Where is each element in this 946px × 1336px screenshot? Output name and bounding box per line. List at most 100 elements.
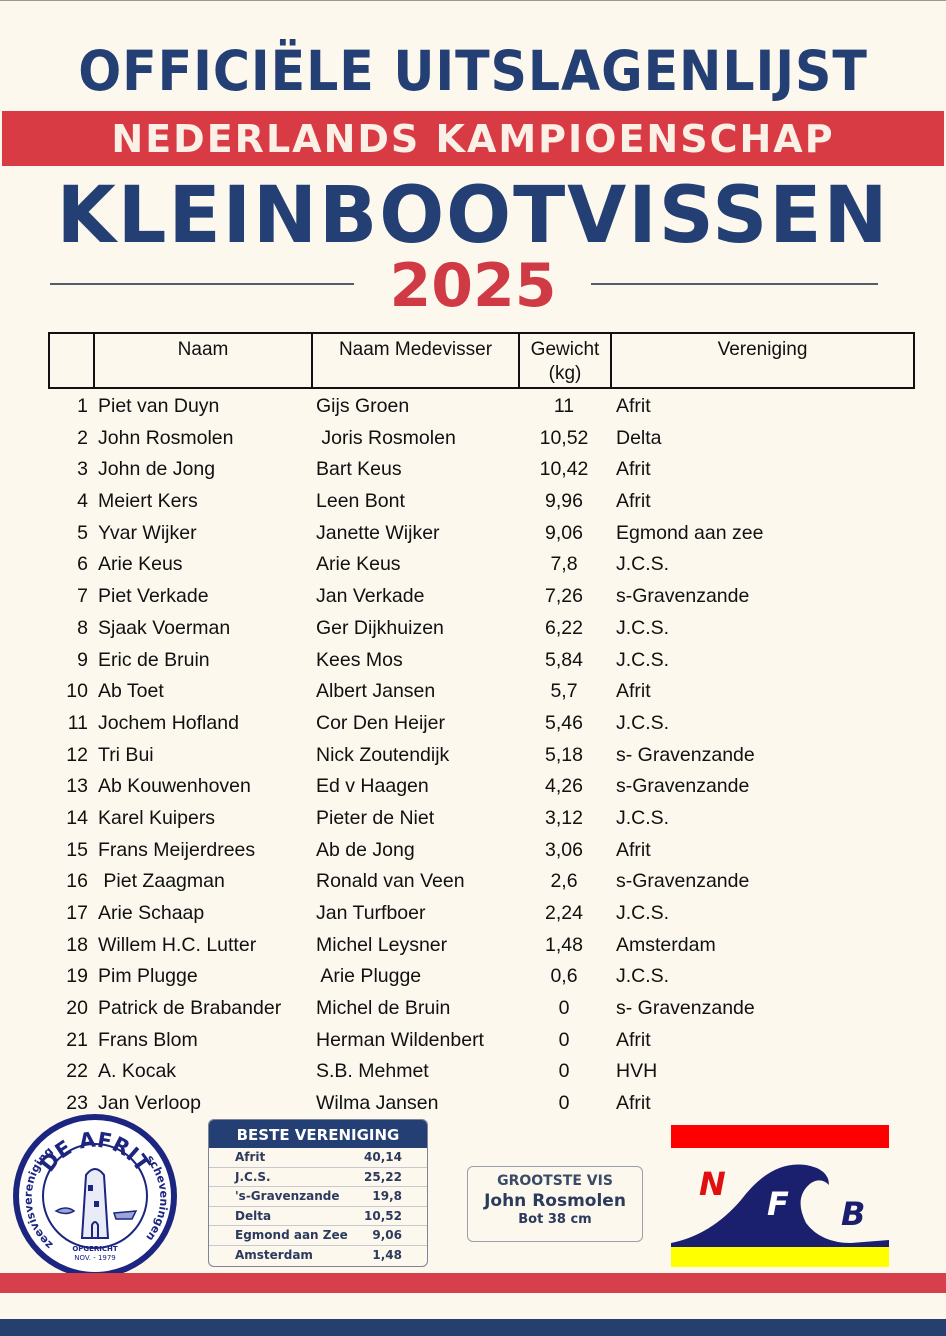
table-row: 6 Arie Keus Arie Keus 7,8 J.C.S. bbox=[48, 549, 915, 581]
club-name: 's-Gravenzande bbox=[235, 1189, 340, 1203]
club-name: Delta bbox=[235, 1208, 272, 1223]
medevisser-cell: Arie Plugge bbox=[316, 965, 422, 988]
nfb-logo: N F B bbox=[671, 1125, 889, 1267]
gewicht-cell: 1,48 bbox=[545, 933, 583, 956]
nfb-letter-n: N bbox=[699, 1165, 726, 1203]
medevisser-cell: Joris Rosmolen bbox=[316, 426, 456, 449]
year-row: 2025 bbox=[0, 251, 946, 321]
gewicht-cell: 3,06 bbox=[545, 838, 583, 861]
rank-cell: 4 bbox=[77, 490, 88, 513]
beste-vereniging-row: 's-Gravenzande 19,8 bbox=[209, 1187, 427, 1207]
rank-cell: 12 bbox=[66, 743, 88, 766]
rank-cell: 19 bbox=[66, 965, 88, 988]
naam-cell: Piet van Duyn bbox=[98, 395, 220, 417]
medevisser-cell: Ger Dijkhuizen bbox=[316, 616, 444, 639]
vereniging-cell: Amsterdam bbox=[616, 933, 716, 956]
vereniging-cell: s-Gravenzande bbox=[616, 585, 750, 608]
medevisser-cell: Michel Leysner bbox=[316, 933, 448, 956]
vereniging-cell: J.C.S. bbox=[616, 553, 670, 576]
club-name: J.C.S. bbox=[235, 1169, 271, 1184]
medevisser-cell: Michel de Bruin bbox=[316, 997, 451, 1020]
beste-vereniging-title: BESTE VERENIGING bbox=[209, 1120, 427, 1148]
naam-cell: Sjaak Voerman bbox=[98, 616, 231, 639]
beste-vereniging-row: Amsterdam 1,48 bbox=[209, 1246, 427, 1266]
gewicht-cell: 0 bbox=[558, 1060, 570, 1083]
naam-cell: Ab Toet bbox=[98, 680, 164, 703]
header-medevisser: Naam Medevisser bbox=[313, 334, 520, 387]
gewicht-cell: 11 bbox=[553, 395, 575, 417]
table-row: 2 John Rosmolen Joris Rosmolen 10,52 Delta bbox=[48, 423, 915, 455]
lighthouse-icon bbox=[54, 1168, 138, 1239]
table-row: 15 Frans Meijerdrees Ab de Jong 3,06 Afrit bbox=[48, 835, 915, 867]
table-row: 7 Piet Verkade Jan Verkade 7,26 s-Gravenzand… bbox=[48, 581, 915, 613]
table-row: 9 Eric de Bruin Kees Mos 5,84 J.C.S. bbox=[48, 645, 915, 677]
club-total: 19,8 bbox=[372, 1189, 402, 1203]
vereniging-cell: J.C.S. bbox=[616, 616, 670, 639]
vereniging-cell: Afrit bbox=[616, 458, 651, 481]
gewicht-cell: 4,26 bbox=[545, 775, 583, 798]
naam-cell: Jochem Hofland bbox=[98, 711, 239, 734]
beste-vereniging-row: Afrit 40,14 bbox=[209, 1148, 427, 1168]
rank-cell: 21 bbox=[66, 1028, 88, 1051]
medevisser-cell: Kees Mos bbox=[316, 648, 403, 671]
medevisser-cell: Jan Verkade bbox=[316, 585, 425, 608]
title-officiele-uitslagenlijst: OFFICIËLE UITSLAGENLIJST bbox=[78, 39, 868, 103]
table-row: 4 Meiert Kers Leen Bont 9,96 Afrit bbox=[48, 486, 915, 518]
club-total: 40,14 bbox=[364, 1150, 402, 1164]
medevisser-cell: Jan Turfboer bbox=[316, 902, 426, 924]
table-row: 1 Piet van Duyn Gijs Groen 11 Afrit bbox=[48, 391, 915, 423]
vereniging-cell: Afrit bbox=[616, 1028, 651, 1051]
medevisser-cell: Herman Wildenbert bbox=[316, 1028, 484, 1051]
naam-cell: Patrick de Brabander bbox=[98, 997, 282, 1020]
rank-cell: 10 bbox=[66, 680, 88, 703]
gewicht-cell: 6,22 bbox=[545, 616, 583, 639]
rank-cell: 14 bbox=[66, 806, 88, 829]
table-row: 23 Jan Verloop Wilma Jansen 0 Afrit bbox=[48, 1088, 915, 1120]
rank-cell: 13 bbox=[66, 775, 88, 798]
rank-cell: 1 bbox=[77, 395, 88, 417]
medevisser-cell: Janette Wijker bbox=[316, 521, 440, 544]
medevisser-cell: Albert Jansen bbox=[316, 680, 436, 703]
grootste-vis-name: John Rosmolen bbox=[484, 1191, 626, 1211]
gewicht-cell: 10,52 bbox=[539, 426, 589, 449]
rank-cell: 16 bbox=[66, 870, 88, 893]
beste-vereniging-row: Egmond aan Zee 9,06 bbox=[209, 1226, 427, 1246]
medevisser-cell: Bart Keus bbox=[316, 458, 402, 481]
naam-cell: Tri Bui bbox=[98, 743, 154, 766]
vereniging-cell: HVH bbox=[616, 1060, 658, 1083]
vereniging-cell: s-Gravenzande bbox=[616, 870, 750, 893]
gewicht-cell: 2,6 bbox=[550, 870, 578, 893]
vereniging-cell: s-Gravenzande bbox=[616, 775, 750, 798]
naam-cell: Arie Keus bbox=[98, 553, 183, 576]
results-table-header: Naam Naam Medevisser Gewicht (kg) Vereni… bbox=[48, 332, 915, 389]
table-row: 19 Pim Plugge Arie Plugge 0,6 J.C.S. bbox=[48, 961, 915, 993]
vereniging-cell: J.C.S. bbox=[616, 711, 670, 734]
header-gewicht: Gewicht (kg) bbox=[520, 334, 612, 387]
gewicht-cell: 5,7 bbox=[550, 680, 578, 703]
medevisser-cell: Leen Bont bbox=[316, 490, 405, 513]
gewicht-cell: 7,8 bbox=[550, 553, 578, 576]
table-row: 17 Arie Schaap Jan Turfboer 2,24 J.C.S. bbox=[48, 898, 915, 930]
medevisser-cell: Ronald van Veen bbox=[316, 870, 465, 893]
beste-vereniging-row: J.C.S. 25,22 bbox=[209, 1168, 427, 1187]
table-row: 3 John de Jong Bart Keus 10,42 Afrit bbox=[48, 454, 915, 486]
footer-stripe-red bbox=[0, 1273, 946, 1293]
naam-cell: Frans Meijerdrees bbox=[98, 838, 256, 861]
medevisser-cell: Cor Den Heijer bbox=[316, 711, 445, 734]
medevisser-cell: Ab de Jong bbox=[316, 838, 415, 861]
divider-left bbox=[50, 283, 354, 285]
vereniging-cell: Afrit bbox=[616, 1092, 651, 1115]
wave-icon bbox=[671, 1164, 889, 1247]
medevisser-cell: S.B. Mehmet bbox=[316, 1060, 429, 1083]
rank-cell: 15 bbox=[66, 838, 88, 861]
club-name: Afrit bbox=[235, 1150, 266, 1164]
gewicht-cell: 5,46 bbox=[545, 711, 583, 734]
naam-cell: Jan Verloop bbox=[98, 1092, 201, 1115]
vereniging-cell: J.C.S. bbox=[616, 648, 670, 671]
header-naam: Naam bbox=[95, 334, 313, 387]
rank-cell: 17 bbox=[66, 902, 88, 924]
gewicht-cell: 0,6 bbox=[550, 965, 578, 988]
rank-cell: 11 bbox=[67, 711, 88, 734]
rank-cell: 7 bbox=[77, 585, 88, 608]
club-total: 10,52 bbox=[364, 1208, 402, 1223]
